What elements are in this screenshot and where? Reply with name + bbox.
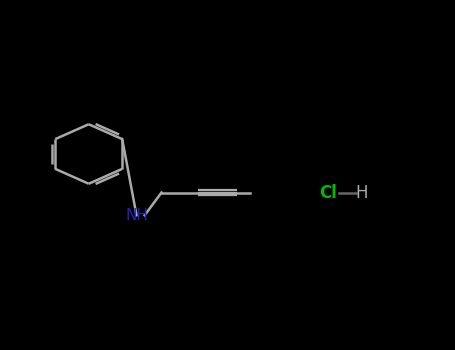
Text: H: H — [355, 183, 368, 202]
Text: NH: NH — [125, 208, 148, 223]
Text: Cl: Cl — [318, 183, 337, 202]
